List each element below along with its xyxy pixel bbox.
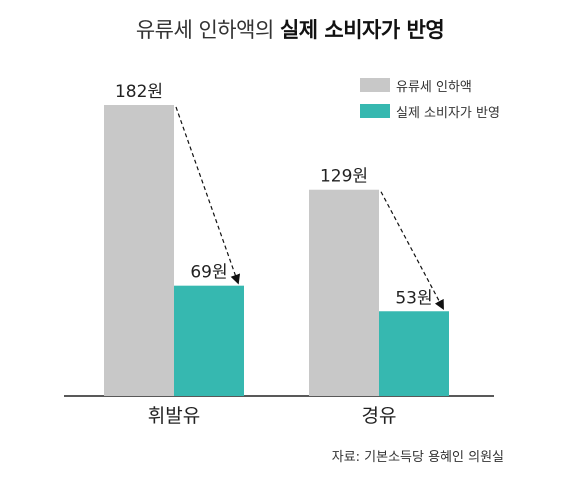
source-note: 자료: 기본소득당 용혜인 의원실 — [331, 450, 504, 465]
chart-title: 유류세 인하액의 실제 소비자가 반영 — [0, 14, 580, 44]
bar-cut-1 — [104, 105, 174, 396]
bar-cut-2 — [309, 189, 379, 396]
legend-swatch-reflected — [360, 104, 390, 118]
data-label-cut-2: 129원 — [320, 167, 368, 187]
reduction-arrow-1 — [175, 106, 241, 285]
chart-legend: 유류세 인하액 실제 소비자가 반영 — [360, 74, 500, 126]
chart-title-light: 유류세 인하액의 — [135, 18, 274, 42]
bar-reflected-1 — [174, 285, 244, 396]
x-tick-label-2: 경유 — [362, 405, 397, 427]
chart-title-bold: 실제 소비자가 반영 — [279, 18, 445, 42]
data-label-reflected-1: 69원 — [190, 263, 227, 283]
legend-label-cut: 유류세 인하액 — [396, 79, 472, 95]
legend-swatch-cut — [360, 78, 390, 92]
legend-label-reflected: 실제 소비자가 반영 — [396, 105, 500, 121]
legend-item-cut: 유류세 인하액 — [360, 74, 500, 96]
legend-item-reflected: 실제 소비자가 반영 — [360, 100, 500, 122]
reduction-arrow-2 — [380, 191, 444, 311]
data-label-cut-1: 182원 — [115, 82, 163, 102]
data-label-reflected-2: 53원 — [395, 288, 432, 308]
x-tick-label-1: 휘발유 — [148, 405, 200, 427]
bar-reflected-2 — [379, 311, 449, 396]
